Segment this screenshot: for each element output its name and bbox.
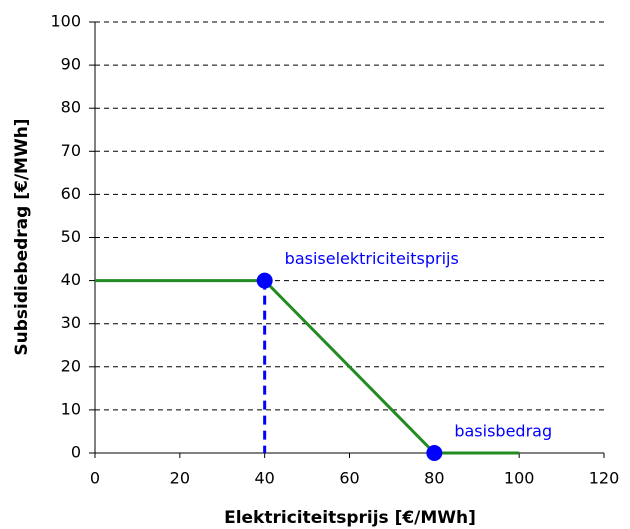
y-tick-label: 80 — [61, 98, 81, 117]
x-tick-label: 120 — [589, 469, 620, 488]
x-tick-label: 100 — [504, 469, 535, 488]
y-tick-label: 90 — [61, 55, 81, 74]
y-tick-label: 50 — [61, 227, 81, 246]
y-tick-label: 60 — [61, 184, 81, 203]
x-tick-label: 60 — [339, 469, 359, 488]
x-tick-label: 0 — [90, 469, 100, 488]
data-line — [95, 279, 520, 455]
y-tick-label: 0 — [71, 443, 81, 462]
annotation-point — [426, 445, 443, 461]
x-tick-label: 40 — [254, 469, 274, 488]
annotation-label: basiselektriciteitsprijs — [285, 249, 459, 268]
y-axis-title: Subsidiebedrag [€/MWh] — [12, 118, 32, 355]
annotation-point — [256, 272, 273, 289]
x-axis-title: Elektriciteitsprijs [€/MWh] — [224, 508, 476, 528]
y-tick-label: 40 — [61, 270, 81, 289]
x-tick-label: 20 — [170, 469, 190, 488]
y-tick-label: 70 — [61, 141, 81, 160]
y-tick-label: 20 — [61, 356, 81, 375]
y-tick-label: 10 — [61, 399, 81, 418]
annotation-label: basisbedrag — [454, 422, 552, 441]
x-tick-label: 80 — [424, 469, 444, 488]
y-tick-label: 100 — [50, 12, 81, 31]
y-tick-label: 30 — [61, 313, 81, 332]
